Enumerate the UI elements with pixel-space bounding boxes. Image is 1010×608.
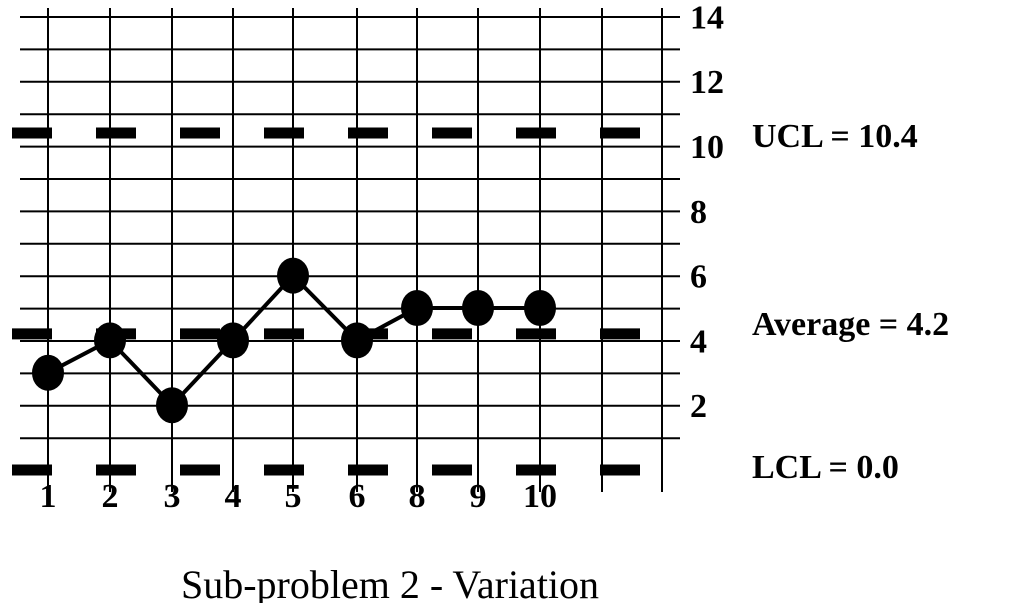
series (32, 257, 556, 424)
x-tick-label: 3 (164, 478, 181, 515)
ucl-label: UCL = 10.4 (752, 118, 918, 155)
y-tick-label: 2 (690, 388, 707, 425)
data-point-9 (462, 290, 494, 326)
x-tick-label: 5 (285, 478, 302, 515)
y-tick-label: 12 (690, 64, 724, 101)
x-tick-label: 2 (102, 478, 119, 515)
data-point-10 (524, 290, 556, 326)
data-point-4 (217, 322, 249, 359)
x-tick-label: 4 (225, 478, 242, 515)
x-tick-label: 10 (523, 478, 557, 515)
lcl-label: LCL = 0.0 (752, 449, 899, 486)
average-label: Average = 4.2 (752, 306, 949, 343)
data-point-1 (32, 354, 64, 391)
x-tick-label: 9 (470, 478, 487, 515)
data-point-3 (156, 387, 188, 424)
y-tick-label: 14 (690, 0, 724, 36)
y-tick-label: 4 (690, 323, 707, 360)
chart-caption: Sub-problem 2 - Variation (181, 562, 599, 603)
data-point-2 (94, 322, 126, 359)
x-tick-label: 6 (349, 478, 366, 515)
y-tick-label: 6 (690, 259, 707, 296)
data-point-8 (401, 290, 433, 326)
x-tick-label: 1 (40, 478, 57, 515)
data-point-5 (277, 257, 309, 294)
x-tick-label: 8 (409, 478, 426, 515)
grid (20, 8, 680, 492)
y-tick-label: 8 (690, 194, 707, 231)
data-point-6 (341, 322, 373, 359)
y-tick-label: 10 (690, 129, 724, 166)
